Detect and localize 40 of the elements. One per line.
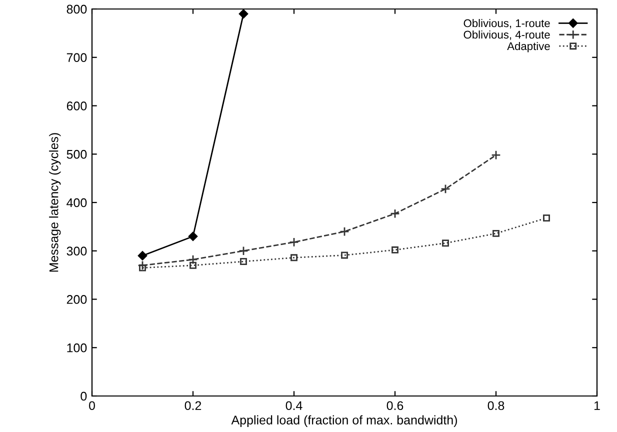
y-axis-title: Message latency (cycles) <box>49 133 61 272</box>
y-tick-label: 800 <box>66 4 87 14</box>
point <box>290 254 298 262</box>
point <box>139 264 146 272</box>
y-tick-label: 0 <box>80 392 87 401</box>
legend-label: Oblivious, 1-route <box>464 19 550 28</box>
point <box>491 150 501 160</box>
point <box>442 240 449 247</box>
point <box>543 214 550 222</box>
y-tick-label: 600 <box>66 102 87 110</box>
point <box>188 254 198 264</box>
point <box>238 9 248 18</box>
point <box>390 208 400 218</box>
point <box>138 251 148 260</box>
x-tick-label: 0.4 <box>286 401 302 410</box>
point <box>138 260 148 270</box>
point <box>492 230 500 237</box>
point <box>188 232 198 241</box>
x-tick-label: 0 <box>89 401 95 410</box>
x-axis-title: Applied load (fraction of max. bandwidth) <box>231 415 457 427</box>
point <box>238 246 248 256</box>
y-tick-label: 300 <box>66 246 87 256</box>
y-tick-label: 700 <box>66 53 87 62</box>
point <box>289 237 299 248</box>
x-tick-label: 0.6 <box>386 401 404 410</box>
point <box>440 184 450 194</box>
legend-label: Adaptive <box>507 42 550 52</box>
point <box>392 246 398 254</box>
point <box>240 258 247 265</box>
x-tick-label: 0.2 <box>184 401 202 410</box>
x-tick-label: 0.8 <box>488 401 504 410</box>
point <box>340 226 350 236</box>
y-tick-label: 500 <box>66 150 87 159</box>
point <box>341 252 348 259</box>
y-tick-label: 100 <box>67 343 87 352</box>
y-tick-label: 400 <box>66 198 87 208</box>
x-tick-label: 1 <box>594 401 600 410</box>
point <box>190 262 196 269</box>
y-tick-label: 200 <box>66 295 87 304</box>
legend-label: Oblivious, 4-route <box>464 30 550 40</box>
